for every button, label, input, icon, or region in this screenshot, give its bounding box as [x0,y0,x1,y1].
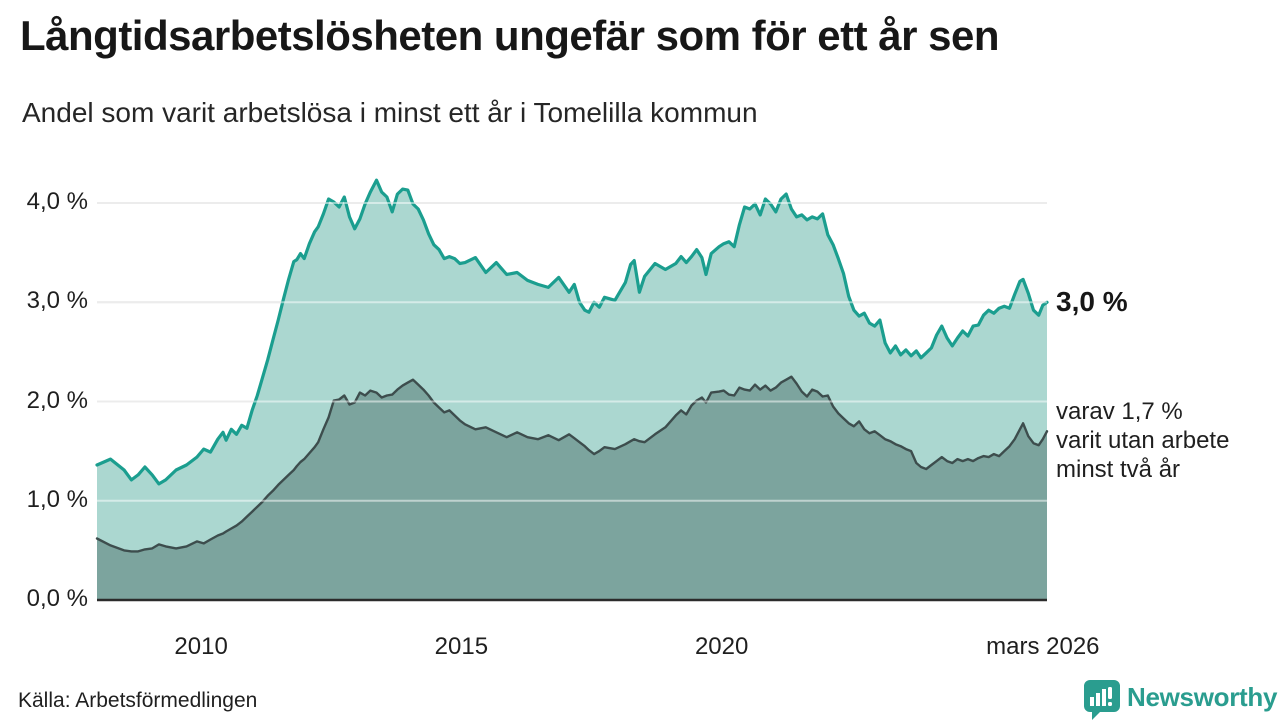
source-note: Källa: Arbetsförmedlingen [18,689,258,712]
y-tick-label: 1,0 % [26,485,88,513]
series-line-two-year [95,375,1049,553]
newsworthy-logo-text: Newsworthy [1127,682,1278,712]
end-note-label: varav 1,7 % varit utan arbete minst två … [1056,397,1229,484]
x-tick-label: 2010 [174,633,228,660]
chart-subtitle: Andel som varit arbetslösa i minst ett å… [22,97,758,128]
newsworthy-logo-icon [1084,680,1120,720]
y-tick-label: 2,0 % [26,386,88,414]
y-tick-label: 0,0 % [26,585,88,612]
x-tick-label: 2020 [694,633,749,660]
end-note-line-1: varav 1,7 % [1056,398,1183,425]
x-tick-label: mars 2026 [986,633,1100,660]
newsworthy-logo: Newsworthy [1084,680,1277,720]
end-note-line-2: varit utan arbete [1056,427,1230,454]
end-value-label: 3,0 % [1056,286,1128,317]
x-tick-label: 2015 [434,633,489,660]
series-area-two-year [97,376,1047,600]
page-title: Långtidsarbetslösheten ungefär som för e… [20,12,1000,59]
end-note-line-3: minst två år [1056,456,1181,483]
y-tick-label: 4,0 % [26,188,88,215]
y-tick-label: 3,0 % [26,287,88,315]
